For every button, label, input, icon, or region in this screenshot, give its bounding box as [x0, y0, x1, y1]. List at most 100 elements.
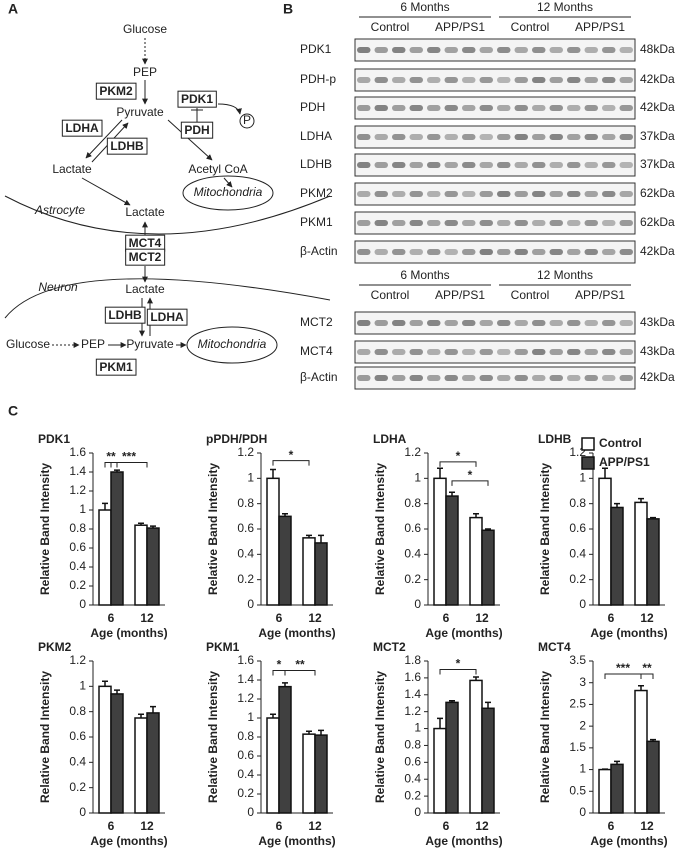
blot-band — [532, 220, 546, 226]
y-tick-label: 0 — [79, 805, 86, 819]
blot-band — [567, 249, 581, 255]
x-tick-label: 6 — [608, 611, 615, 625]
y-tick-label: 0 — [414, 597, 421, 611]
y-tick-label: 1.2 — [237, 691, 254, 705]
blot-band — [427, 191, 441, 197]
y-axis-label: Relative Band Intensity — [38, 463, 52, 595]
bar — [134, 717, 148, 814]
y-tick-label: 1.6 — [404, 670, 421, 684]
bar — [481, 529, 495, 606]
blot-band — [462, 375, 476, 381]
error-bar — [485, 528, 491, 531]
error-bar — [638, 497, 644, 503]
blot-band — [549, 249, 563, 255]
blot-band — [409, 47, 423, 53]
blot-band — [549, 349, 563, 355]
x-tick-label: 6 — [443, 819, 450, 833]
pathway-label: MCT4 — [129, 236, 162, 250]
y-tick-label: 0.6 — [404, 521, 421, 535]
bar — [266, 477, 280, 606]
blot-strip — [354, 68, 636, 92]
y-tick-label: 0.4 — [237, 547, 254, 561]
blot-band — [549, 375, 563, 381]
blot-band — [427, 320, 441, 326]
blot-band — [462, 191, 476, 197]
blot-band — [602, 134, 616, 140]
error-bar — [102, 502, 108, 510]
blot-band — [427, 375, 441, 381]
blot-band — [444, 375, 458, 381]
pathway-label: Pyruvate — [116, 105, 164, 119]
blot-band — [479, 249, 493, 255]
error-bar — [437, 717, 443, 729]
significance-label: *** — [616, 661, 630, 675]
blot-band — [409, 220, 423, 226]
y-tick-label: 1 — [79, 502, 86, 516]
y-tick-label: 0.6 — [69, 540, 86, 554]
blot-band — [619, 134, 633, 140]
y-tick-label: 1.6 — [69, 445, 86, 459]
blot-band — [479, 162, 493, 168]
blot-size-label: 62kDa — [640, 215, 675, 229]
y-tick-label: 0.6 — [69, 729, 86, 743]
significance-bracket — [272, 460, 310, 466]
blot-band — [619, 105, 633, 111]
pathway-label: Lactate — [125, 282, 165, 296]
error-bar — [318, 729, 324, 736]
blot-band — [427, 77, 441, 83]
error-bar — [282, 682, 288, 687]
y-tick-label: 0 — [79, 597, 86, 611]
pathway-shapes — [4, 108, 331, 364]
error-bar — [114, 689, 120, 694]
x-tick-label: 6 — [108, 819, 115, 833]
y-tick-label: 3.5 — [569, 653, 586, 667]
blot-band — [619, 375, 633, 381]
blot-size-label: 42kDa — [640, 72, 675, 86]
blot-band — [392, 349, 406, 355]
label-box — [180, 121, 214, 139]
blot-band — [602, 77, 616, 83]
blot-band — [444, 249, 458, 255]
blot-band — [497, 77, 511, 83]
error-bar — [306, 730, 312, 735]
y-tick-label: 0 — [414, 805, 421, 819]
y-tick-label: 1.4 — [69, 464, 86, 478]
legend-label: APP/PS1 — [599, 455, 650, 469]
blot-band — [374, 162, 388, 168]
blot-band — [549, 105, 563, 111]
bar — [634, 501, 648, 606]
blot-strip — [354, 240, 636, 264]
pathway-label: LDHB — [108, 308, 142, 322]
bar — [481, 707, 495, 814]
blot-band — [444, 77, 458, 83]
blot-strip — [354, 211, 636, 235]
blot-band — [497, 220, 511, 226]
x-tick-label: 12 — [140, 819, 154, 833]
blot-band — [567, 134, 581, 140]
error-bar — [150, 525, 156, 529]
chart-title: LDHB — [538, 432, 572, 446]
error-bar — [150, 705, 156, 713]
blot-band — [584, 134, 598, 140]
y-tick-label: 0.2 — [69, 578, 86, 592]
bar — [302, 537, 316, 606]
blot-band — [584, 249, 598, 255]
blot-band — [427, 162, 441, 168]
y-tick-label: 0.6 — [237, 521, 254, 535]
blot-band — [619, 320, 633, 326]
pathway-label: MCT2 — [129, 250, 162, 264]
y-tick-label: 1.2 — [69, 653, 86, 667]
bar — [433, 727, 447, 814]
blot-band — [427, 349, 441, 355]
y-tick-label: 1.2 — [237, 445, 254, 459]
y-tick-label: 1 — [579, 762, 586, 776]
y-tick-label: 0.4 — [404, 547, 421, 561]
label-box — [95, 358, 137, 376]
blot-band — [549, 47, 563, 53]
y-tick-label: 1.8 — [404, 653, 421, 667]
bar — [314, 542, 328, 606]
chart-title: MCT2 — [373, 640, 406, 654]
y-axis-label: Relative Band Intensity — [538, 671, 552, 803]
blot-size-label: 42kDa — [640, 244, 675, 258]
blot-band — [409, 191, 423, 197]
